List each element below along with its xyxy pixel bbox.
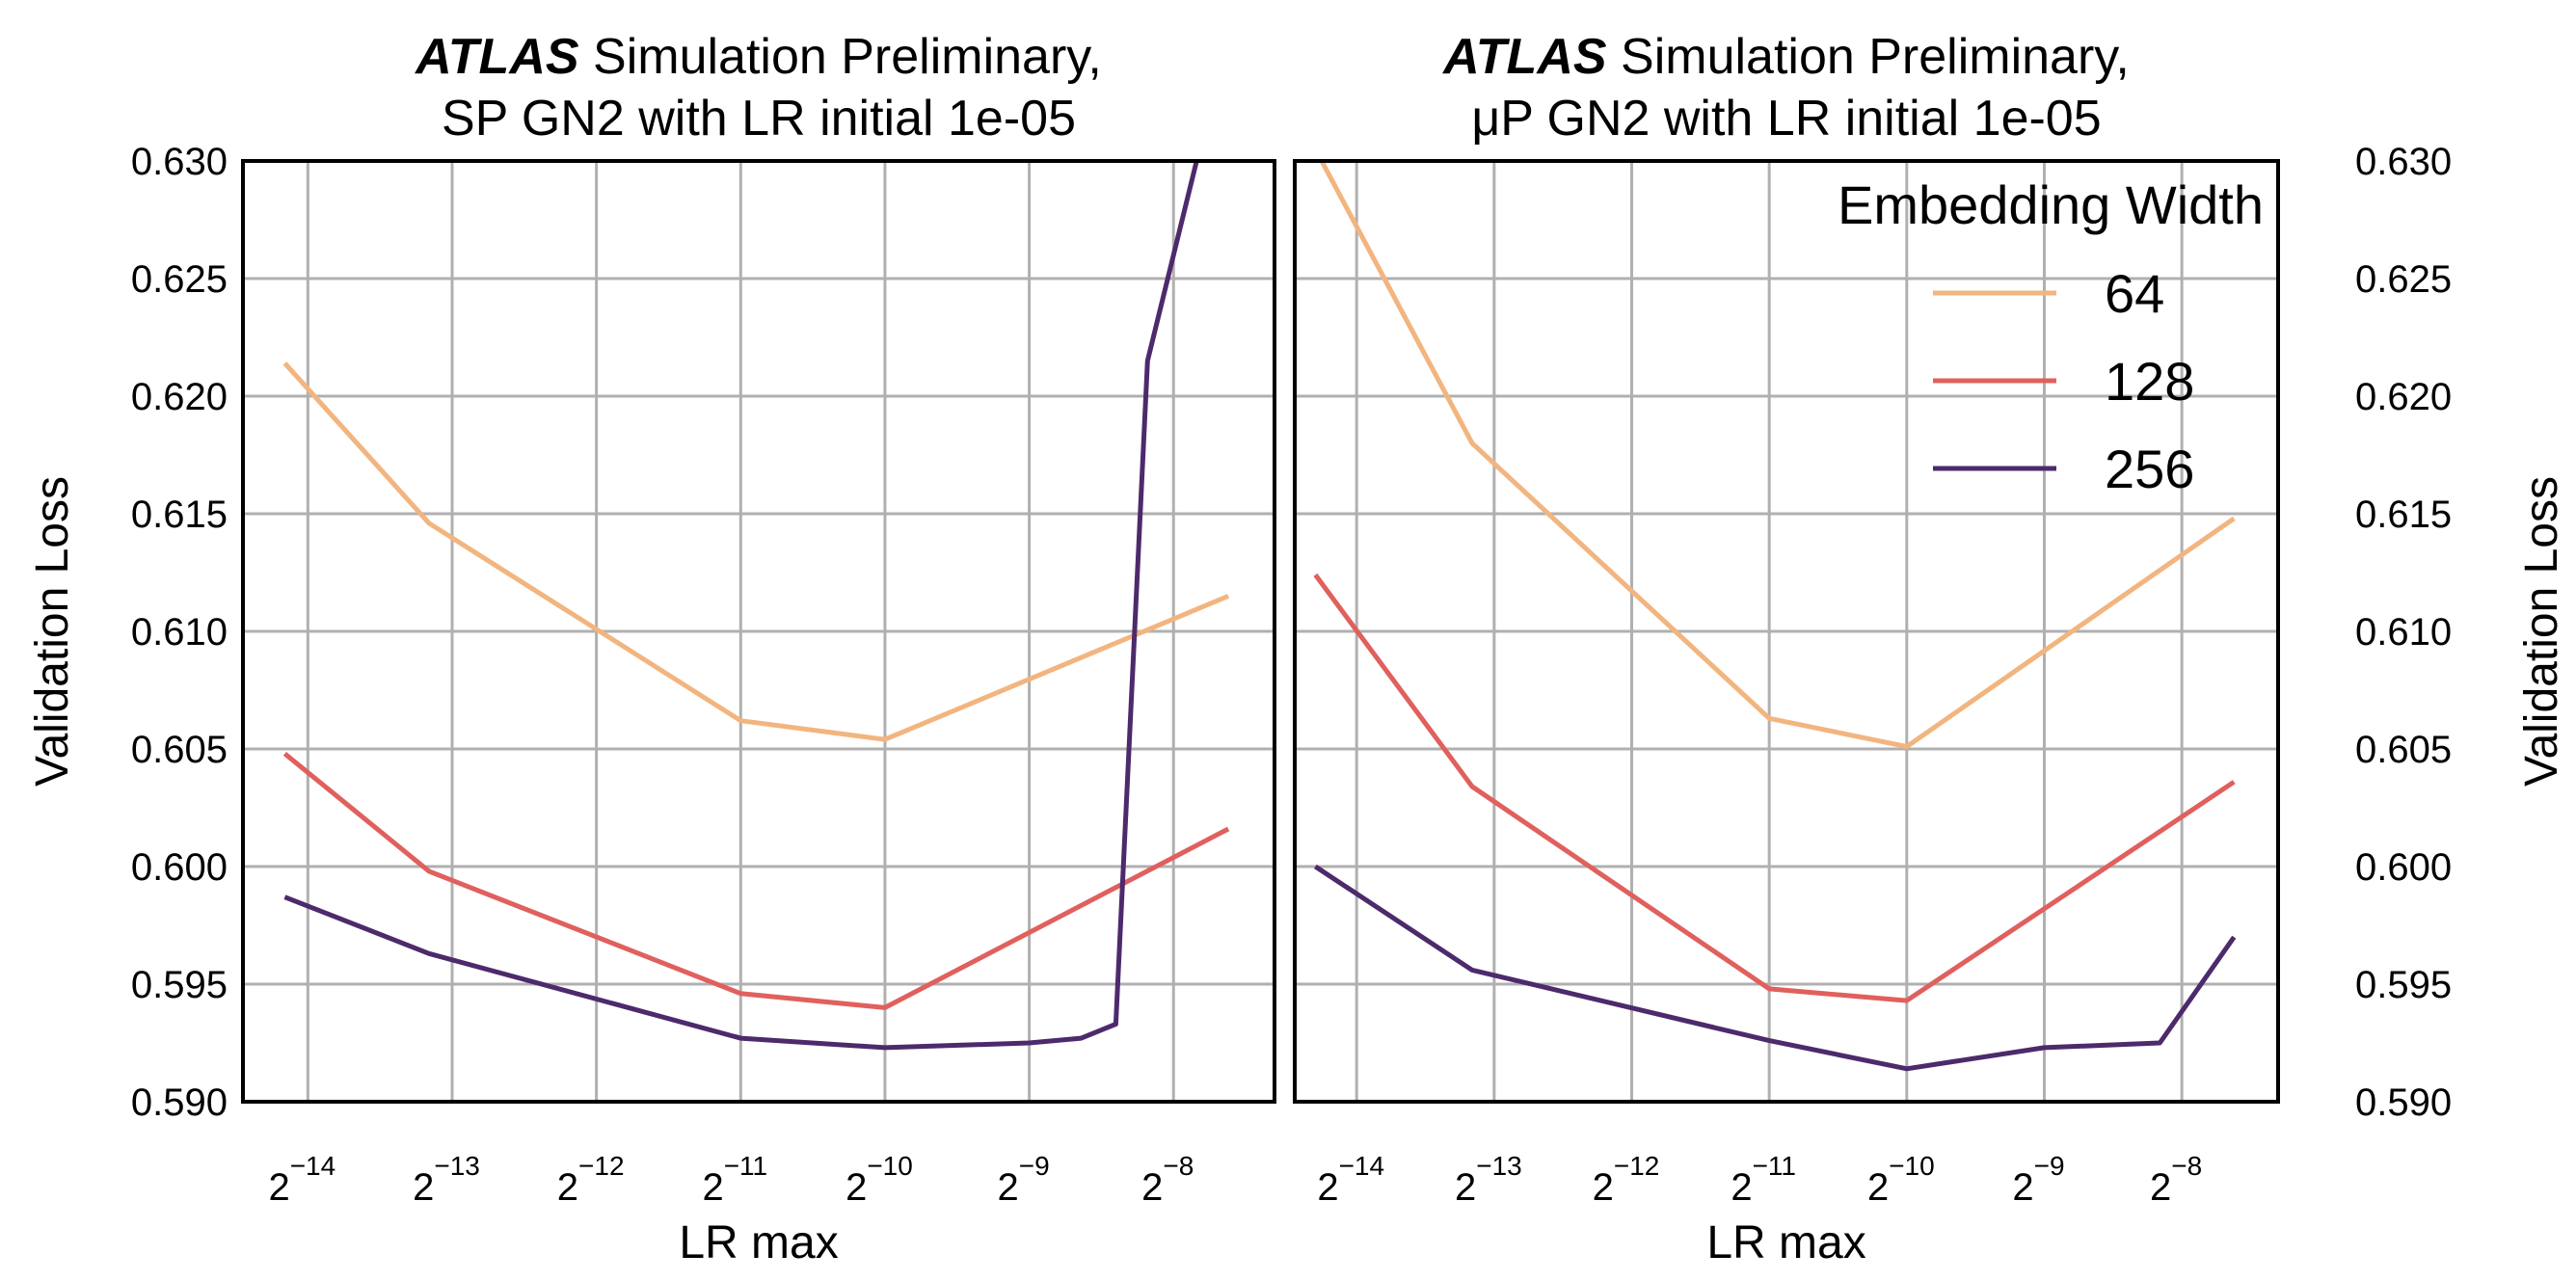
legend-label-128: 128 xyxy=(2105,351,2194,412)
y-tick-label: 0.610 xyxy=(2355,611,2452,654)
x-tick-label: 2−8 xyxy=(2150,1151,2202,1209)
y-tick-label: 0.590 xyxy=(2355,1081,2452,1124)
y-tick-label: 0.615 xyxy=(131,494,228,536)
series-line-256 xyxy=(283,161,1199,1051)
y-axis-label: Validation Loss xyxy=(2516,476,2567,787)
x-tick-label: 2−13 xyxy=(413,1151,480,1209)
y-tick-label: 0.620 xyxy=(2355,376,2452,418)
x-tick-label: 2−9 xyxy=(998,1151,1050,1209)
x-tick-label: 2−11 xyxy=(1731,1151,1796,1209)
x-tick-label: 2−9 xyxy=(2012,1151,2064,1209)
chart-title-line2: μP GN2 with LR initial 1e-05 xyxy=(1471,91,2101,147)
y-tick-label: 0.595 xyxy=(2355,964,2452,1006)
left-panel-sp: 2−14 2−13 2−12 2−11 2−10 2−9 2−8 0.590 0.595 0.60… xyxy=(27,29,1276,1268)
series-line-64 xyxy=(1319,161,2236,750)
legend-label-64: 64 xyxy=(2105,263,2164,324)
series-line-128 xyxy=(282,751,1230,1010)
chart-title-line1: ATLAS Simulation Preliminary, xyxy=(414,29,1102,85)
legend-title: Embedding Width xyxy=(1838,174,2264,235)
chart-title-line2: SP GN2 with LR initial 1e-05 xyxy=(442,91,1076,147)
y-tick-label: 0.605 xyxy=(131,729,228,771)
x-tick-label: 2−13 xyxy=(1455,1151,1522,1209)
y-tick-label: 0.620 xyxy=(131,376,228,418)
legend-label-256: 256 xyxy=(2105,439,2194,499)
x-tick-label: 2−12 xyxy=(1593,1151,1660,1209)
y-tick-label: 0.630 xyxy=(131,141,228,183)
x-tick-label: 2−14 xyxy=(1317,1151,1384,1209)
x-tick-label: 2−11 xyxy=(702,1151,767,1209)
y-tick-label: 0.595 xyxy=(131,964,228,1006)
x-tick-label: 2−12 xyxy=(557,1151,625,1209)
x-tick-label: 2−10 xyxy=(1867,1151,1935,1209)
plot-frame xyxy=(1293,159,2280,1104)
x-tick-label: 2−10 xyxy=(845,1151,913,1209)
series-line-256 xyxy=(1314,864,2237,1072)
y-tick-label: 0.600 xyxy=(2355,846,2452,889)
y-tick-label: 0.630 xyxy=(2355,141,2452,183)
x-axis-label: LR max xyxy=(679,1217,838,1268)
plot-frame xyxy=(241,159,1276,1104)
y-tick-label: 0.600 xyxy=(131,846,228,889)
x-tick-label: 2−8 xyxy=(1141,1151,1194,1209)
y-tick-label: 0.605 xyxy=(2355,729,2452,771)
y-tick-label: 0.625 xyxy=(131,258,228,301)
y-tick-label: 0.610 xyxy=(131,611,228,654)
x-axis-label: LR max xyxy=(1706,1217,1865,1268)
series-line-128 xyxy=(1313,573,2236,1003)
y-tick-label: 0.615 xyxy=(2355,494,2452,536)
right-panel-mup: 2−14 2−13 2−12 2−11 2−10 2−9 2−8 0.590 0.595 0.60… xyxy=(1293,29,2567,1268)
chart-title-line1: ATLAS Simulation Preliminary, xyxy=(1441,29,2130,85)
series-line-64 xyxy=(282,361,1230,742)
y-tick-label: 0.590 xyxy=(131,1081,228,1124)
y-axis-label: Validation Loss xyxy=(27,476,78,787)
y-tick-label: 0.625 xyxy=(2355,258,2452,301)
x-tick-label: 2−14 xyxy=(268,1151,335,1209)
